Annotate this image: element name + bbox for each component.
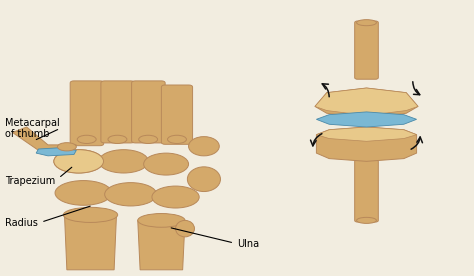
Text: Trapezium: Trapezium bbox=[5, 167, 72, 185]
Ellipse shape bbox=[54, 150, 103, 173]
Ellipse shape bbox=[54, 150, 103, 173]
FancyBboxPatch shape bbox=[132, 81, 165, 143]
Ellipse shape bbox=[138, 214, 185, 227]
Polygon shape bbox=[12, 127, 76, 150]
Ellipse shape bbox=[99, 150, 148, 173]
Ellipse shape bbox=[356, 20, 376, 26]
FancyBboxPatch shape bbox=[355, 21, 378, 79]
Ellipse shape bbox=[175, 220, 194, 237]
Polygon shape bbox=[36, 148, 76, 156]
Ellipse shape bbox=[64, 207, 118, 222]
Text: Radius: Radius bbox=[5, 206, 90, 228]
Polygon shape bbox=[315, 88, 418, 115]
Ellipse shape bbox=[57, 143, 76, 151]
FancyBboxPatch shape bbox=[161, 85, 192, 144]
Polygon shape bbox=[317, 127, 417, 161]
Polygon shape bbox=[64, 215, 117, 270]
Polygon shape bbox=[317, 127, 417, 141]
Ellipse shape bbox=[356, 217, 376, 223]
Ellipse shape bbox=[152, 186, 199, 208]
FancyBboxPatch shape bbox=[355, 160, 378, 222]
Text: Metacarpal
of thumb: Metacarpal of thumb bbox=[5, 118, 60, 140]
Polygon shape bbox=[317, 112, 417, 127]
Text: Ulna: Ulna bbox=[171, 228, 259, 249]
FancyBboxPatch shape bbox=[70, 81, 104, 146]
Ellipse shape bbox=[77, 135, 96, 144]
Ellipse shape bbox=[187, 167, 220, 192]
Ellipse shape bbox=[189, 137, 219, 156]
Ellipse shape bbox=[105, 183, 156, 206]
Polygon shape bbox=[138, 220, 185, 270]
Polygon shape bbox=[315, 88, 418, 118]
Ellipse shape bbox=[55, 181, 112, 205]
Ellipse shape bbox=[167, 135, 186, 144]
Ellipse shape bbox=[139, 135, 157, 144]
FancyBboxPatch shape bbox=[101, 81, 135, 143]
Ellipse shape bbox=[144, 153, 189, 175]
Ellipse shape bbox=[108, 135, 127, 144]
